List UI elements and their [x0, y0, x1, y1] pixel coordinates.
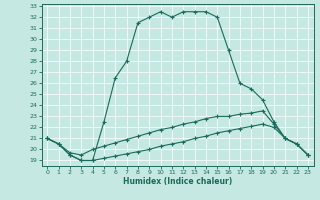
X-axis label: Humidex (Indice chaleur): Humidex (Indice chaleur) [123, 177, 232, 186]
